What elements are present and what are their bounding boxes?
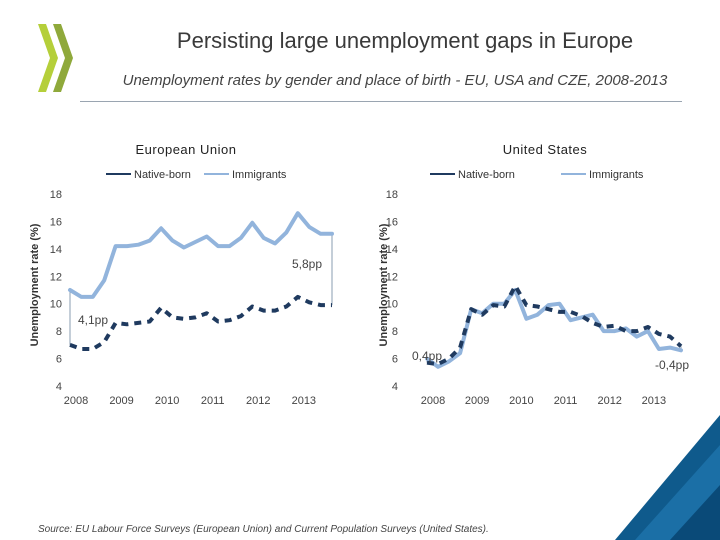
y-tick-label: 6: [56, 354, 62, 366]
y-tick-label: 16: [50, 216, 62, 228]
y-tick-label: 12: [50, 271, 62, 283]
chart-title: United States: [503, 142, 588, 157]
y-tick-label: 4: [56, 381, 62, 393]
x-tick-label: 2010: [155, 395, 179, 407]
y-tick-label: 8: [392, 326, 398, 338]
y-tick-label: 8: [56, 326, 62, 338]
series-line-immigrants: [68, 211, 334, 299]
y-tick-label: 10: [386, 299, 398, 311]
gap-annotation: 4,1pp: [78, 313, 108, 327]
legend-label: Native-born: [458, 169, 515, 181]
gap-annotation: -0,4pp: [655, 358, 689, 372]
chart-title: European Union: [136, 142, 237, 157]
y-tick-label: 12: [386, 271, 398, 283]
gap-annotation: 5,8pp: [292, 257, 322, 271]
x-tick-label: 2012: [246, 395, 270, 407]
page-title: Persisting large unemployment gaps in Eu…: [176, 28, 634, 53]
y-tick-label: 16: [386, 216, 398, 228]
series-line-native-born: [69, 294, 332, 351]
page-subtitle: Unemployment rates by gender and place o…: [122, 72, 668, 89]
x-tick-label: 2008: [421, 395, 445, 407]
oecd-logo-icon: [38, 24, 73, 92]
x-tick-label: 2008: [64, 395, 88, 407]
corner-decoration: [615, 415, 720, 540]
x-tick-label: 2010: [509, 395, 533, 407]
y-tick-label: 18: [386, 189, 398, 201]
y-axis-label: Unemployment rate (%): [29, 223, 41, 346]
x-tick-label: 2012: [597, 395, 621, 407]
legend-label: Native-born: [134, 169, 191, 181]
x-tick-label: 2011: [201, 395, 225, 407]
y-tick-label: 14: [386, 244, 398, 256]
source-note: Source: EU Labour Force Surveys (Europea…: [38, 524, 489, 535]
x-tick-label: 2009: [465, 395, 489, 407]
header-divider: [80, 101, 682, 102]
y-tick-label: 6: [392, 354, 398, 366]
x-tick-label: 2013: [642, 395, 666, 407]
chart-eu: European Union Unemployment rate (%) 4 6 8 10…: [29, 142, 334, 407]
series-line-native-born: [426, 283, 683, 367]
y-axis-label: Unemployment rate (%): [378, 223, 390, 346]
legend-label: Immigrants: [232, 169, 287, 181]
x-tick-label: 2009: [109, 395, 133, 407]
x-tick-label: 2011: [554, 395, 578, 407]
y-tick-label: 14: [50, 244, 62, 256]
x-tick-label: 2013: [292, 395, 316, 407]
y-tick-label: 10: [50, 299, 62, 311]
legend-label: Immigrants: [589, 169, 644, 181]
y-tick-label: 18: [50, 189, 62, 201]
y-tick-label: 4: [392, 381, 398, 393]
gap-annotation: 0,4pp: [412, 349, 442, 363]
chart-us: United States Unemployment rate (%) 4 6 8 10 1…: [378, 142, 689, 407]
